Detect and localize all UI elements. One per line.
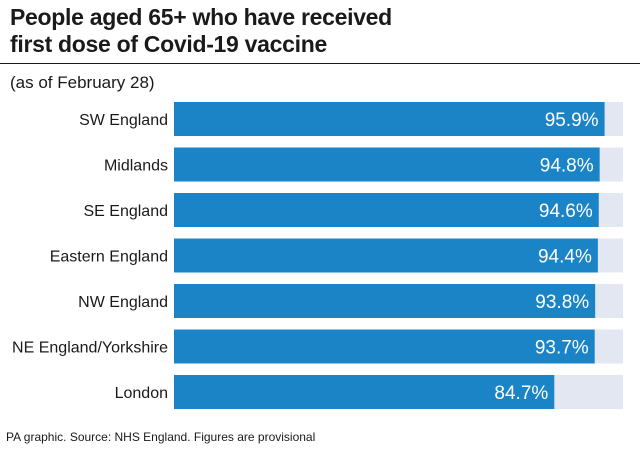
value-label-london: 84.7% xyxy=(494,383,548,404)
bar-se-england xyxy=(174,193,599,227)
category-label-london: London xyxy=(115,385,168,402)
bar-london xyxy=(174,375,555,409)
chart-title: People aged 65+ who have received first … xyxy=(10,4,630,58)
bar-sw-england xyxy=(174,102,605,136)
category-label-ne-england-yorkshire: NE England/Yorkshire xyxy=(12,340,168,357)
chart-title-line-1: People aged 65+ who have received xyxy=(10,4,392,30)
bar-nw-england xyxy=(174,284,596,318)
value-label-se-england: 94.6% xyxy=(539,201,593,222)
source-note: PA graphic. Source: NHS England. Figures… xyxy=(6,430,316,444)
chart-title-line-2: first dose of Covid-19 vaccine xyxy=(10,31,327,57)
value-label-ne-england-yorkshire: 93.7% xyxy=(535,338,589,359)
value-label-midlands: 94.8% xyxy=(540,156,594,177)
value-label-nw-england: 93.8% xyxy=(535,292,589,313)
value-label-eastern-england: 94.4% xyxy=(538,247,592,268)
bar-ne-england-yorkshire xyxy=(174,329,595,364)
value-label-sw-england: 95.9% xyxy=(545,110,599,131)
category-label-eastern-england: Eastern England xyxy=(50,249,168,266)
category-label-se-england: SE England xyxy=(83,203,168,220)
title-divider xyxy=(0,63,640,64)
bar-eastern-england xyxy=(174,238,598,273)
bar-midlands xyxy=(174,147,600,182)
category-label-sw-england: SW England xyxy=(79,112,168,129)
category-label-nw-england: NW England xyxy=(78,294,168,311)
category-label-midlands: Midlands xyxy=(104,158,168,175)
chart-subtitle: (as of February 28) xyxy=(10,73,155,92)
